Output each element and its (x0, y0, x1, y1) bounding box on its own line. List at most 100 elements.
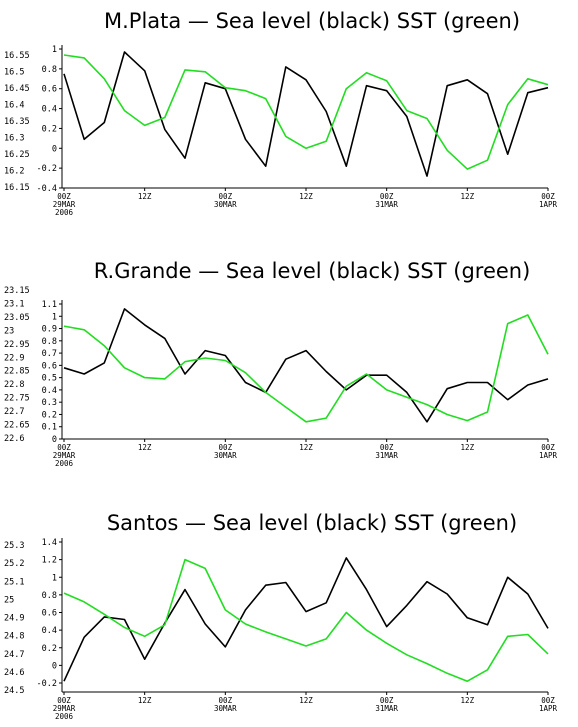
right-tick-label: 0.6 (42, 85, 57, 95)
right-tick-label: -0.2 (37, 164, 57, 174)
left-tick-label: 16.5 (4, 68, 24, 78)
right-tick-label: 1.1 (42, 300, 57, 310)
x-tick-label: 12Z (461, 443, 475, 452)
left-tick-label: 24.8 (4, 632, 24, 642)
left-tick-label: 16.15 (4, 183, 30, 193)
right-tick-label: 0 (52, 144, 57, 154)
left-tick-label: 22.95 (4, 340, 30, 350)
x-tick-label: 31MAR (375, 200, 398, 209)
x-tick-label: 12Z (299, 443, 313, 452)
left-tick-label: 22.7 (4, 407, 24, 417)
left-tick-label: 16.2 (4, 167, 24, 177)
left-tick-label: 16.25 (4, 150, 30, 160)
x-tick-label: 00Z (541, 192, 555, 201)
sst-line (63, 558, 549, 683)
x-tick-label: 00Z (219, 192, 233, 201)
sst-line (63, 314, 549, 423)
left-tick-label: 22.65 (4, 421, 30, 431)
right-tick-label: 0.4 (42, 386, 57, 396)
right-tick-label: 0.2 (42, 410, 57, 420)
x-tick-label: 30MAR (214, 200, 237, 209)
chart-panel-3: Santos — Sea level (black) SST (green) 25… (4, 511, 558, 721)
right-tick-label: 0.3 (42, 398, 57, 408)
x-tick-label: 29MAR (53, 451, 76, 460)
right-tick-label: 0.9 (42, 325, 57, 335)
left-tick-label: 22.8 (4, 380, 24, 390)
x-tick-label: 1APR (539, 200, 558, 209)
x-tick-label: 2006 (55, 459, 74, 468)
chart-title: M.Plata — Sea level (black) SST (green) (104, 9, 520, 33)
right-tick-label: 1 (52, 312, 57, 322)
left-tick-label: 22.75 (4, 394, 30, 404)
x-tick-label: 29MAR (53, 200, 76, 209)
sea-level-line (63, 308, 549, 423)
left-tick-label: 24.7 (4, 650, 24, 660)
left-tick-label: 25.3 (4, 541, 24, 551)
x-tick-label: 2006 (55, 208, 74, 217)
chart-panel-1: M.Plata — Sea level (black) SST (green) 1… (4, 9, 558, 217)
x-tick-label: 29MAR (53, 704, 76, 713)
left-tick-label: 25.2 (4, 559, 24, 569)
x-tick-label: 31MAR (375, 451, 398, 460)
x-tick-label: 00Z (219, 696, 233, 705)
right-tick-label: 0.4 (42, 105, 57, 115)
chart-title: Santos — Sea level (black) SST (green) (107, 511, 517, 535)
x-tick-label: 12Z (138, 192, 152, 201)
right-tick-label: 1 (52, 45, 57, 55)
x-tick-label: 00Z (219, 443, 233, 452)
right-tick-label: 0 (52, 435, 57, 445)
x-tick-label: 00Z (57, 696, 71, 705)
right-tick-label: 0.1 (42, 423, 57, 433)
left-tick-label: 16.3 (4, 134, 24, 144)
left-tick-label: 23.1 (4, 299, 24, 309)
left-tick-label: 22.85 (4, 367, 30, 377)
x-tick-label: 12Z (138, 696, 152, 705)
x-tick-label: 30MAR (214, 451, 237, 460)
right-tick-label: 0.8 (42, 337, 57, 347)
right-tick-label: 1 (52, 573, 57, 583)
left-tick-label: 16.4 (4, 101, 24, 111)
right-tick-label: -0.4 (37, 184, 57, 194)
x-tick-label: 00Z (541, 443, 555, 452)
right-tick-label: -0.2 (37, 679, 57, 689)
left-tick-label: 23.15 (4, 286, 30, 296)
x-tick-label: 2006 (55, 712, 74, 721)
x-tick-label: 00Z (380, 192, 394, 201)
x-tick-label: 00Z (57, 192, 71, 201)
left-tick-label: 22.9 (4, 353, 24, 363)
sst-line (63, 54, 549, 170)
chart-title: R.Grande — Sea level (black) SST (green) (94, 259, 531, 283)
right-tick-label: 0.5 (42, 374, 57, 384)
left-tick-label: 23 (4, 326, 14, 336)
left-tick-label: 25 (4, 595, 14, 605)
left-tick-label: 16.35 (4, 117, 30, 127)
x-tick-label: 1APR (539, 451, 558, 460)
right-tick-label: 0.6 (42, 361, 57, 371)
left-tick-label: 24.5 (4, 686, 24, 696)
right-tick-label: 0.4 (42, 626, 57, 636)
right-tick-label: 0.2 (42, 644, 57, 654)
left-tick-label: 16.55 (4, 51, 30, 61)
right-tick-label: 1.4 (42, 538, 57, 548)
sea-level-line (63, 51, 549, 177)
right-tick-label: 0.7 (42, 349, 57, 359)
left-tick-label: 24.9 (4, 614, 24, 624)
left-tick-label: 24.6 (4, 668, 24, 678)
right-tick-label: 0.2 (42, 124, 57, 134)
left-tick-label: 16.45 (4, 84, 30, 94)
x-tick-label: 12Z (299, 192, 313, 201)
x-tick-label: 00Z (57, 443, 71, 452)
x-tick-label: 12Z (461, 696, 475, 705)
x-tick-label: 00Z (380, 443, 394, 452)
x-tick-label: 00Z (380, 696, 394, 705)
x-tick-label: 31MAR (375, 704, 398, 713)
chart-panel-2: R.Grande — Sea level (black) SST (green)… (4, 259, 558, 468)
right-tick-label: 0.6 (42, 609, 57, 619)
right-tick-label: 0.8 (42, 65, 57, 75)
sea-level-line (63, 557, 549, 682)
left-tick-label: 25.1 (4, 577, 24, 587)
x-tick-label: 00Z (541, 696, 555, 705)
x-tick-label: 12Z (299, 696, 313, 705)
